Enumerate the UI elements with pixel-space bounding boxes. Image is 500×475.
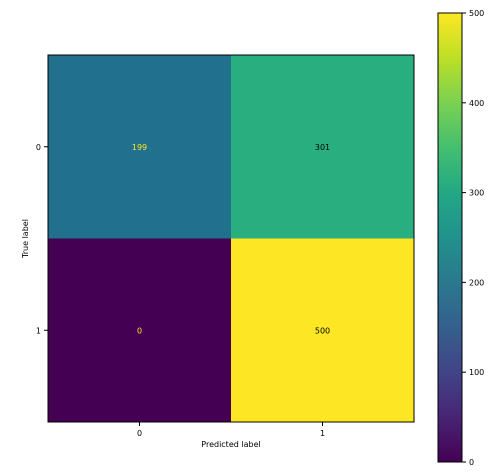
colorbar-tick-label-300: 300 <box>469 189 484 198</box>
y-tick-label-1: 1 <box>36 326 41 335</box>
matrix-cell-1-1 <box>231 238 414 422</box>
cell-value-0-1: 301 <box>315 143 330 152</box>
cell-value-0-0: 199 <box>132 143 147 152</box>
cell-value-1-0: 0 <box>137 326 142 335</box>
x-axis-label: Predicted label <box>201 440 260 449</box>
colorbar-tick-label-400: 400 <box>469 99 484 108</box>
matrix-cells <box>48 55 414 422</box>
x-tick-label-1: 1 <box>320 429 325 438</box>
matrix-cell-0-1 <box>231 55 414 239</box>
colorbar <box>437 12 463 463</box>
colorbar-tick-label-200: 200 <box>469 278 484 287</box>
colorbar-tick-label-0: 0 <box>469 458 474 467</box>
cell-value-1-1: 500 <box>315 326 330 335</box>
y-axis-ticks: 01 <box>36 143 48 335</box>
matrix-cell-1-0 <box>48 238 231 422</box>
x-tick-label-0: 0 <box>137 429 142 438</box>
colorbar-ticks: 0 100 200 300 400 500 <box>462 9 484 467</box>
y-tick-label-0: 0 <box>36 143 41 152</box>
cell-value-labels: 199 301 0 500 <box>132 143 330 336</box>
colorbar-tick-label-100: 100 <box>469 368 484 377</box>
y-axis-label: True label <box>21 219 30 259</box>
matrix-cell-0-0 <box>48 55 231 239</box>
colorbar-tick-label-500: 500 <box>469 9 484 18</box>
plot-frame <box>47 54 415 423</box>
